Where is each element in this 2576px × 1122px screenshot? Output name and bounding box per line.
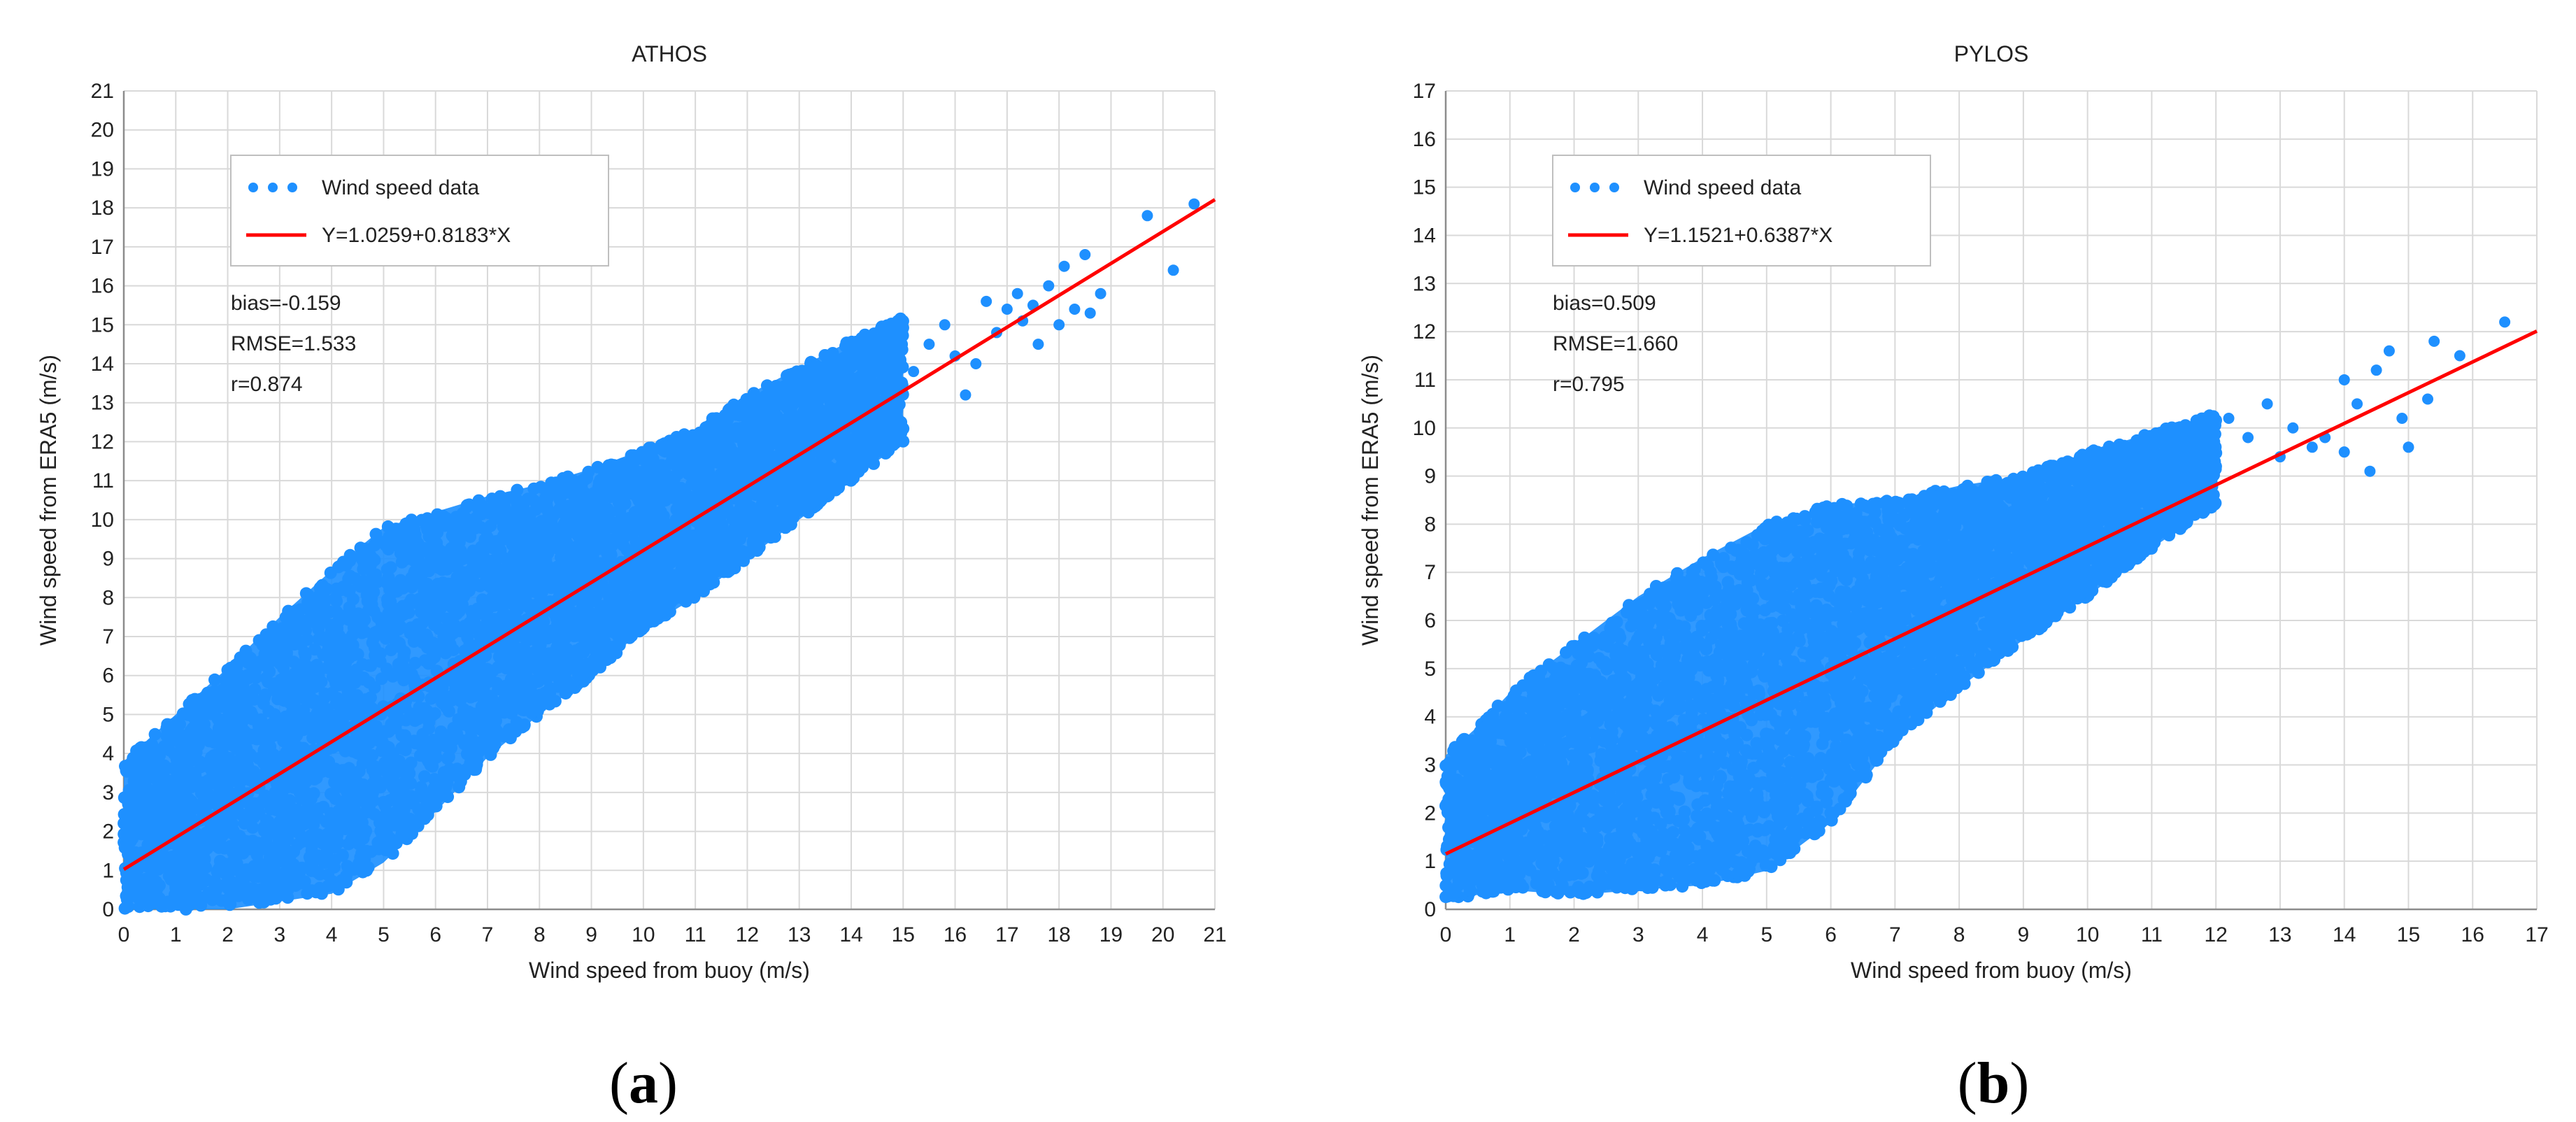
y-tick-label: 9 [102, 548, 114, 571]
x-tick-label: 5 [378, 923, 390, 946]
x-tick-label: 14 [839, 923, 862, 946]
x-tick-label: 15 [892, 923, 915, 946]
x-tick-labels: 0 1 2 3 4 5 6 7 8 9 10 11 12 13 14 15 16 17 18 19 20 21 [118, 923, 1227, 946]
x-tick-label: 10 [632, 923, 655, 946]
y-tick-label: 14 [91, 353, 114, 376]
x-tick-label: 8 [534, 923, 546, 946]
x-tick-label: 0 [118, 923, 130, 946]
x-tick-label: 1 [170, 923, 182, 946]
x-tick-label: 13 [788, 923, 811, 946]
y-axis-title: Wind speed from ERA5 (m/s) [36, 355, 61, 646]
x-tick-label: 7 [482, 923, 494, 946]
y-tick-label: 15 [91, 313, 114, 336]
x-tick-label: 19 [1100, 923, 1123, 946]
x-tick-label: 9 [585, 923, 597, 946]
y-tick-label: 12 [91, 430, 114, 453]
y-tick-label: 1 [102, 859, 114, 882]
y-tick-label: 13 [91, 392, 114, 415]
x-tick-label: 4 [326, 923, 338, 946]
x-tick-label: 6 [429, 923, 441, 946]
chart-panel-athos: ATHOS 0 1 2 3 4 5 6 7 8 9 10 11 12 13 14 15 16 17 18 19 20 21 0… [36, 41, 1227, 1116]
y-tick-label: 7 [102, 625, 114, 648]
y-tick-label: 8 [102, 586, 114, 609]
y-tick-label: 21 [91, 80, 114, 103]
x-tick-label: 11 [685, 923, 706, 946]
x-tick-label: 21 [1203, 923, 1226, 946]
y-tick-label: 6 [102, 665, 114, 688]
x-axis-title: Wind speed from buoy (m/s) [529, 958, 810, 983]
x-tick-label: 18 [1047, 923, 1070, 946]
y-tick-label: 11 [92, 469, 114, 492]
x-tick-label: 20 [1151, 923, 1174, 946]
y-tick-label: 2 [102, 821, 114, 844]
y-tick-label: 3 [102, 781, 114, 804]
y-tick-label: 17 [91, 236, 114, 259]
x-tick-label: 17 [995, 923, 1018, 946]
y-tick-label: 20 [91, 119, 114, 142]
y-tick-label: 16 [91, 275, 114, 298]
x-tick-label: 3 [274, 923, 286, 946]
chart-title: ATHOS [632, 41, 707, 66]
y-tick-label: 10 [91, 509, 114, 532]
y-tick-label: 4 [102, 742, 114, 765]
y-tick-label: 0 [102, 898, 114, 921]
y-tick-label: 19 [91, 157, 114, 180]
x-tick-label: 2 [222, 923, 234, 946]
y-tick-label: 5 [102, 703, 114, 726]
scatter-points [118, 198, 1200, 916]
x-tick-label: 12 [736, 923, 759, 946]
x-tick-label: 16 [944, 923, 967, 946]
y-tick-label: 18 [91, 197, 114, 220]
